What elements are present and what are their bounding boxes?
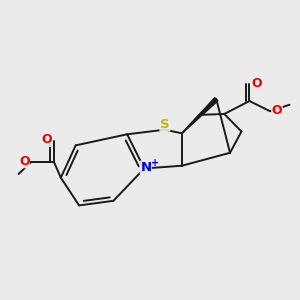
Text: O: O (41, 134, 52, 146)
Text: +: + (151, 158, 159, 168)
Text: O: O (19, 155, 29, 168)
Text: N: N (140, 161, 152, 174)
Text: O: O (272, 104, 282, 117)
Text: O: O (252, 77, 262, 90)
Polygon shape (182, 98, 218, 134)
Text: S: S (160, 118, 170, 131)
